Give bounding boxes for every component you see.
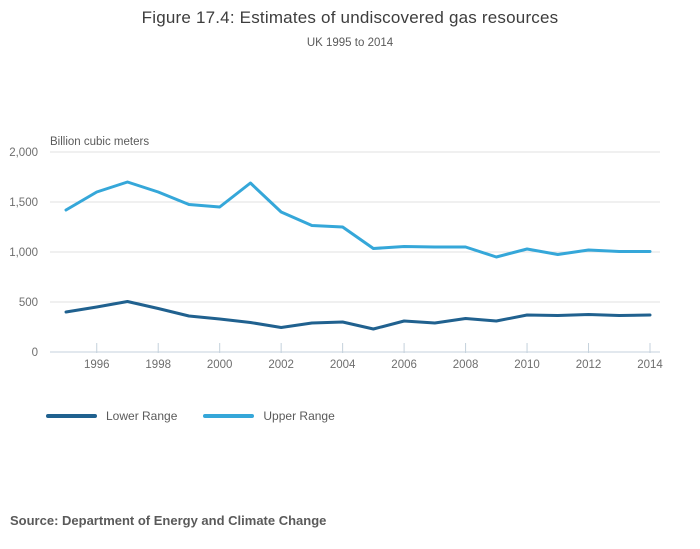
x-tick-label: 2006 bbox=[391, 359, 417, 371]
x-tick-label: 2002 bbox=[268, 359, 294, 371]
x-tick-label: 2000 bbox=[207, 359, 233, 371]
y-axis-labels: 0 500 1,000 1,500 2,000 bbox=[9, 147, 38, 359]
y-tick-label: 2,000 bbox=[9, 147, 38, 159]
legend-item-upper-range: Upper Range bbox=[203, 409, 335, 423]
upper-range-line bbox=[64, 180, 652, 259]
legend-item-lower-range: Lower Range bbox=[46, 409, 177, 423]
y-tick-label: 1,000 bbox=[9, 247, 38, 259]
x-tick-label: 2004 bbox=[330, 359, 356, 371]
y-tick-label: 500 bbox=[19, 297, 38, 309]
lower-range-swatch bbox=[46, 414, 97, 418]
x-tick-label: 2012 bbox=[576, 359, 602, 371]
y-tick-label: 1,500 bbox=[9, 197, 38, 209]
chart-subtitle: UK 1995 to 2014 bbox=[306, 37, 394, 49]
x-tick-label: 2014 bbox=[637, 359, 663, 371]
lower-range-line bbox=[64, 300, 652, 331]
x-axis-layer: 1996 1998 2000 2002 2004 2006 2008 2010 2012 2014 bbox=[84, 343, 663, 371]
y-tick-label: 0 bbox=[32, 347, 38, 359]
y-axis-unit-label: Billion cubic meters bbox=[50, 136, 150, 148]
legend-label-upper-range: Upper Range bbox=[263, 409, 335, 423]
x-tick-label: 2008 bbox=[453, 359, 479, 371]
gridlines-layer bbox=[50, 151, 660, 353]
legend: Lower Range Upper Range bbox=[46, 409, 361, 423]
chart-title: Figure 17.4: Estimates of undiscovered g… bbox=[141, 8, 559, 27]
upper-range-swatch bbox=[203, 414, 255, 418]
x-tick-label: 2010 bbox=[514, 359, 540, 371]
legend-label-lower-range: Lower Range bbox=[106, 409, 178, 423]
source-text: Source: Department of Energy and Climate… bbox=[10, 513, 327, 528]
x-tick-label: 1998 bbox=[145, 359, 171, 371]
x-tick-label: 1996 bbox=[84, 359, 110, 371]
